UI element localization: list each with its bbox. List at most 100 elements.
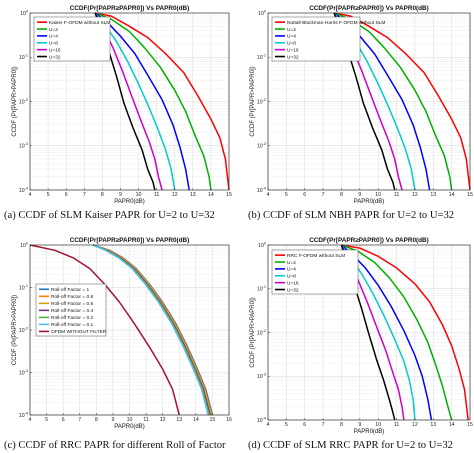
legend-entry: U=2: [287, 27, 296, 33]
series-line-0: [341, 244, 469, 421]
series-line-5: [92, 244, 209, 416]
legend-entry: U=2: [287, 260, 296, 266]
legend-entry: U=4: [287, 267, 296, 273]
y-tick-label: 10-4: [19, 411, 28, 419]
x-tick-label: 10: [136, 192, 142, 198]
y-tick-label: 10-3: [19, 369, 28, 377]
series-line-2: [94, 12, 190, 191]
x-tick-label: 5: [47, 192, 50, 198]
legend-entry: U=16: [49, 47, 61, 53]
x-tick-label: 11: [143, 417, 148, 423]
x-tick-label: 6: [303, 422, 306, 428]
x-tick-label: 15: [467, 192, 473, 198]
legend-entry: OFDM WITHOUT FILTER: [51, 329, 107, 335]
legend-entry: Roll-off Factor = 1: [51, 287, 90, 293]
y-tick-label: 10-1: [19, 284, 28, 292]
x-tick-label: 6: [62, 417, 65, 423]
x-axis-label: PAPR0(dB): [114, 424, 145, 430]
y-tick-label: 10-3: [19, 142, 28, 150]
legend-entry: U=32: [49, 54, 61, 60]
chart-1: 4 5 6 7 8 9 10 11 12 13 14 15 10-4 10-3 10-2 10-1 100 CCD…: [250, 5, 473, 205]
caption-d: (d) CCDF of SLM RRC PAPR for U=2 to U=32: [248, 440, 453, 451]
y-tick-label: 10-4: [257, 186, 266, 194]
legend-entry: U=32: [287, 287, 299, 293]
legend-entry: Roll-off Factor = 0.4: [51, 308, 94, 314]
legend-entry: RRC F-OFDM without SLM: [287, 253, 345, 259]
chart-title: CCDF(Pr[PAPR≥PAPR0]) Vs PAPR0(dB): [70, 237, 190, 244]
y-axis-label: CCDF (Pr[PAPR>PAPR0]): [250, 66, 256, 136]
x-tick-label: 13: [430, 422, 436, 428]
chart-title: CCDF(Pr[PAPR≥PAPR0]) Vs PAPR0(dB): [70, 5, 190, 12]
legend-entry: Roll-off Factor = 0.6: [51, 301, 94, 307]
caption-b: (b) CCDF of SLM NBH PAPR for U=2 to U=32: [248, 210, 455, 221]
x-tick-label: 15: [467, 422, 473, 428]
chart-title: CCDF(Pr[PAPR≥PAPR0]) Vs PAPR0(dB): [309, 237, 429, 244]
legend-entry: Roll-off Factor = 0.2: [51, 315, 94, 321]
x-tick-label: 12: [412, 422, 418, 428]
x-tick-label: 14: [449, 192, 455, 198]
y-tick-label: 10-2: [257, 98, 266, 106]
legend-entry: Nuttall-Blackman-Harris F-OFDM without S…: [287, 20, 385, 26]
legend-entry: U=8: [287, 274, 296, 280]
series-line-1: [94, 12, 212, 191]
legend-entry: Roll-off Factor = 0.8: [51, 294, 94, 300]
legend-entry: U=32: [287, 54, 299, 60]
x-tick-label: 7: [83, 192, 86, 198]
x-tick-label: 12: [160, 417, 166, 423]
legend-entry: U=8: [49, 41, 58, 47]
y-axis-label: CCDF (Pr[PAPR>PAPR0]): [12, 66, 18, 136]
y-axis-label: CCDF (Pr[PAPR>PAPR0]): [250, 297, 256, 367]
x-tick-label: 6: [303, 192, 306, 198]
y-tick-label: 100: [20, 241, 28, 249]
x-tick-label: 7: [322, 422, 325, 428]
x-tick-label: 13: [176, 417, 182, 423]
x-tick-label: 7: [322, 192, 325, 198]
x-tick-label: 16: [226, 417, 232, 423]
x-tick-label: 10: [127, 417, 133, 423]
chart-2: 4 5 6 7 8 9 10 11 12 13 14 15 16 10-4 10-3 10-2 10-1 100 C…: [12, 237, 232, 430]
legend-entry: Roll-off Factor = 0.1: [51, 322, 94, 328]
x-tick-label: 8: [340, 192, 343, 198]
y-tick-label: 10-2: [19, 326, 28, 334]
legend-entry: U=8: [287, 41, 296, 47]
x-tick-label: 4: [29, 192, 32, 198]
y-tick-label: 10-4: [257, 416, 266, 424]
y-tick-label: 10-3: [257, 142, 266, 150]
x-tick-label: 15: [226, 192, 232, 198]
y-axis-label: CCDF (Pr[PAPR>PAPR0]): [12, 295, 18, 365]
legend-box: [271, 16, 361, 62]
y-tick-label: 10-3: [257, 373, 266, 381]
chart-0: 4 5 6 7 8 9 10 11 12 13 14 15 10-4 10-3 10-2 10-1 100 CCD…: [12, 5, 232, 205]
x-tick-label: 15: [210, 417, 216, 423]
x-tick-label: 4: [29, 417, 32, 423]
x-tick-label: 7: [78, 417, 81, 423]
y-tick-label: 100: [258, 9, 266, 16]
x-tick-label: 6: [65, 192, 68, 198]
x-tick-label: 5: [45, 417, 48, 423]
x-tick-label: 9: [119, 192, 122, 198]
x-tick-label: 14: [193, 417, 199, 423]
series-line-1: [341, 244, 453, 421]
x-axis-label: PAPR0(dB): [354, 429, 385, 435]
x-tick-label: 12: [172, 192, 178, 198]
legend-entry: U=16: [287, 280, 299, 286]
series-line-0: [94, 12, 230, 191]
y-tick-label: 10-1: [257, 54, 266, 62]
y-tick-label: 100: [258, 241, 266, 249]
chart-title: CCDF(Pr[PAPR≥PAPR0]) Vs PAPR0(dB): [309, 5, 429, 12]
series-line-6: [29, 244, 180, 416]
x-tick-label: 5: [285, 422, 288, 428]
x-tick-label: 10: [375, 192, 381, 198]
legend: Kaiser F-OFDM without SLMU=2U=4U=8U=16U=…: [33, 16, 110, 62]
x-axis-label: PAPR0(dB): [354, 199, 385, 205]
x-tick-label: 10: [375, 422, 381, 428]
x-tick-label: 11: [394, 422, 399, 428]
legend-box: [271, 249, 359, 295]
y-tick-label: 10-2: [19, 98, 28, 106]
legend-entry: Kaiser F-OFDM without SLM: [49, 20, 110, 26]
chart-3: 4 5 6 7 8 9 10 11 12 13 14 15 10-4 10-3 10-2 10-1 100 CCD…: [250, 237, 473, 435]
x-tick-label: 11: [394, 192, 399, 198]
legend-entry: U=4: [287, 34, 296, 40]
x-tick-label: 5: [285, 192, 288, 198]
